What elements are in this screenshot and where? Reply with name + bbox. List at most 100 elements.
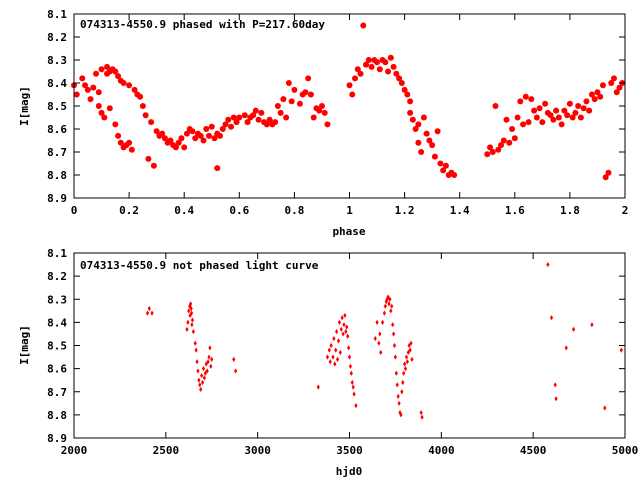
data-point [126,82,133,89]
data-point [404,91,411,98]
data-point [203,370,207,376]
data-point [325,354,330,360]
data-point [204,361,208,367]
x-tick-label: 0.4 [174,204,194,217]
data-point [189,301,193,307]
data-point [603,405,607,411]
data-point [145,310,150,316]
data-point [346,82,353,89]
data-point [583,98,590,105]
data-point [150,310,154,316]
data-point [365,57,372,63]
data-point [608,80,615,86]
data-point [84,86,91,93]
y-tick-label: 8.9 [47,192,67,205]
data-point [345,324,349,330]
data-point [233,119,240,126]
data-point [222,121,229,128]
data-point [210,356,214,362]
data-point [406,349,410,356]
data-point [346,333,350,339]
data-point [616,84,623,91]
x-tick-label: 1 [346,204,353,217]
data-point [531,107,538,114]
data-point [335,356,340,362]
data-point [403,366,408,372]
data-point [186,319,190,325]
plot-frame [73,252,626,439]
data-point [525,119,532,126]
data-point [599,82,606,89]
data-point [79,75,86,82]
data-point [139,103,146,109]
y-tick-label: 8.3 [47,54,67,67]
data-point [131,86,138,93]
x-tick-label: 1.8 [560,204,580,217]
data-point [234,368,238,374]
y-tick-label: 8.7 [47,386,67,399]
x-tick-label: 3500 [336,444,363,457]
data-point [332,335,336,342]
data-point [336,338,341,344]
data-point [318,103,325,109]
x-tick-label: 0 [71,204,78,217]
y-tick-label: 8.2 [47,31,67,44]
data-point [407,109,414,116]
x-ticks: 2000 2500 3000 3500 4000 4500 5000 [61,253,638,457]
data-point [189,305,193,312]
data-point [597,93,604,100]
data-point [117,139,124,146]
x-tick-label: 0.6 [229,204,249,217]
data-point [489,149,496,155]
data-point [334,347,338,353]
data-point [206,359,210,365]
data-point [153,128,160,135]
data-point [517,98,524,105]
y-tick-label: 8.9 [47,432,67,445]
data-point [331,354,335,360]
x-tick-label: 2500 [153,444,180,457]
y-tick-label: 8.3 [47,293,67,306]
data-point [539,119,546,126]
data-point [337,319,341,325]
data-point [255,116,262,123]
data-point [373,335,377,342]
data-point [349,370,353,376]
data-point [128,146,135,153]
data-point [200,137,207,144]
unphased-light-curve-panel: 2000 2500 3000 3500 4000 4500 5000 8.18.28.38.… [18,247,638,478]
y-axis-label: I[mag] [18,325,31,365]
data-point [348,363,353,369]
data-point [354,403,358,409]
data-point [189,310,194,316]
y-axis-label: I[mag] [18,86,31,126]
data-point [503,116,510,123]
data-point [87,96,94,103]
data-point [250,112,257,119]
data-point [283,114,290,121]
data-point [112,121,119,128]
data-point [546,261,550,268]
data-point [357,70,364,77]
data-point [398,80,405,86]
y-tick-label: 8.6 [47,363,67,376]
data-point [208,123,215,130]
data-point [408,347,412,353]
data-point [390,303,394,309]
x-tick-label: 4500 [520,444,547,457]
phased-light-curve-panel: 0 0.2 0.4 0.6 0.8 1 1.2 1.4 1.6 1.8 2 8.1 8.2 8.3 8.4… [18,8,628,238]
data-point [316,107,323,114]
data-point [305,75,312,82]
data-point [274,103,281,109]
data-point [120,80,127,86]
data-point [572,109,579,116]
data-point [385,68,392,75]
data-point [341,331,345,337]
x-tick-label: 3000 [244,444,271,457]
y-tick-label: 8.1 [47,247,67,260]
data-point [258,109,265,116]
data-point [350,379,354,386]
data-point [197,132,204,139]
data-point [487,144,494,151]
data-point [263,121,270,128]
